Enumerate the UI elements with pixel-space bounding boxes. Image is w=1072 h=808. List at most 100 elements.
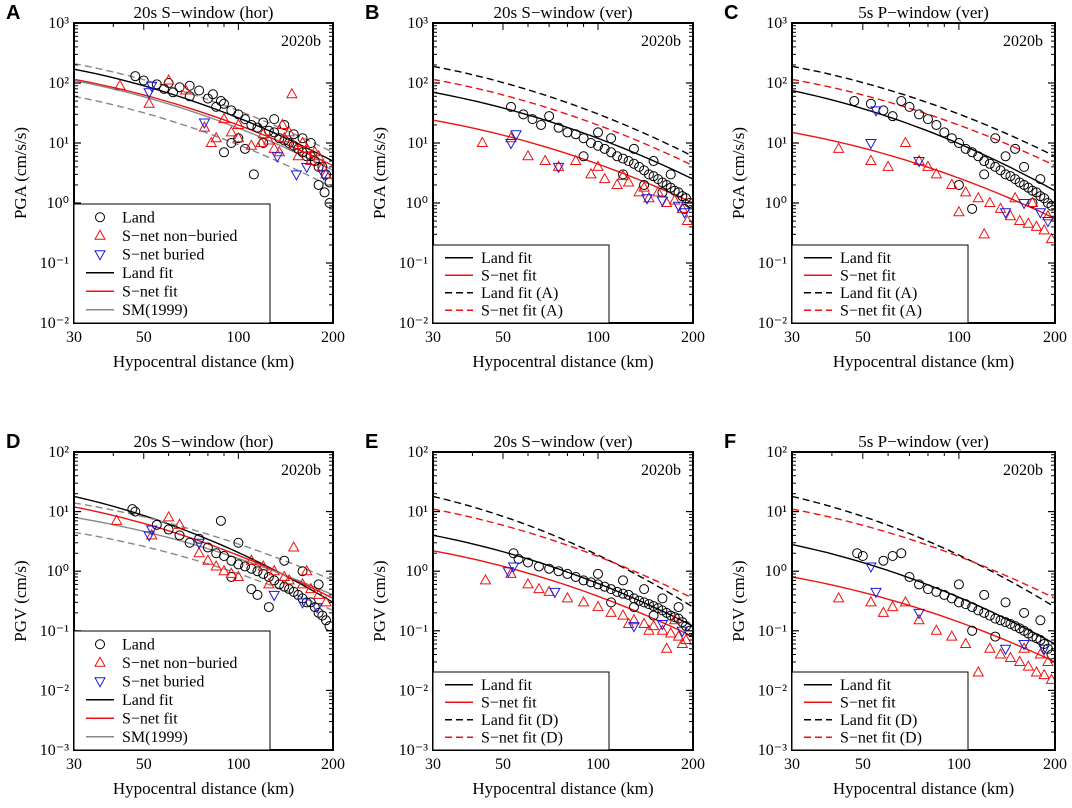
point-snet-nonburied — [930, 167, 943, 179]
x-tick-label: 50 — [136, 756, 152, 773]
point-snet-nonburied — [255, 136, 267, 147]
point-land — [865, 98, 876, 109]
point-land — [184, 537, 195, 548]
y-axis-label: PGV (cm/s) — [370, 560, 389, 641]
legend-entry: S−net fit — [481, 267, 537, 284]
x-tick-label: 100 — [586, 329, 610, 346]
point-land — [984, 610, 995, 621]
point-land — [673, 613, 684, 624]
legend-entry: S−net fit — [840, 267, 896, 284]
point-land — [849, 96, 860, 107]
point-land — [979, 169, 990, 180]
point-snet-nonburied — [972, 191, 985, 203]
point-snet-nonburied — [1018, 642, 1030, 653]
panel-title: 5s P−window (ver) — [858, 432, 988, 451]
y-tick-label: 10⁻³ — [758, 742, 787, 759]
panel-title: 20s S−window (ver) — [494, 432, 633, 451]
point-land — [518, 109, 529, 120]
point-snet-nonburied — [617, 609, 629, 620]
point-land — [297, 566, 308, 577]
point-land — [578, 575, 589, 586]
y-tick-label: 10⁰ — [406, 563, 428, 580]
fit-line-land-fit-a- — [433, 65, 693, 157]
panel-title: 20s S−window (ver) — [494, 3, 633, 22]
point-land — [984, 158, 995, 169]
fit-line-s-net-fit — [433, 119, 693, 204]
legend-symbol-snet-nonburied — [94, 656, 106, 667]
point-snet-nonburied — [552, 160, 565, 171]
point-snet-nonburied — [300, 142, 313, 153]
y-tick-label: 10⁻³ — [399, 742, 428, 759]
point-snet-nonburied — [605, 606, 617, 617]
y-tick-label: 10⁰ — [765, 563, 787, 580]
point-land — [648, 156, 659, 167]
panel-annotation: 2020b — [1003, 462, 1043, 479]
point-snet-nonburied — [312, 149, 325, 161]
y-axis-label: PGV (cm/s) — [729, 560, 748, 641]
legend-symbol-land — [95, 639, 105, 650]
point-snet-nonburied — [162, 73, 175, 85]
fit-line-land-fit-d- — [792, 495, 1055, 608]
point-land — [1010, 621, 1021, 632]
x-tick-label: 100 — [226, 756, 250, 773]
point-land — [138, 75, 149, 86]
point-land — [657, 593, 668, 604]
point-snet-nonburied — [320, 167, 332, 179]
panel-label: E — [365, 431, 378, 453]
point-land — [967, 203, 978, 214]
point-snet-nonburied — [245, 139, 258, 150]
point-snet-buried — [145, 525, 158, 537]
point-land — [639, 584, 650, 595]
point-snet-nonburied — [296, 577, 309, 589]
y-axis-label: PGA (cm/s/s) — [729, 127, 748, 219]
point-land — [914, 109, 925, 120]
point-land — [628, 602, 639, 613]
point-snet-buried — [193, 538, 205, 550]
point-land — [246, 584, 257, 595]
point-snet-nonburied — [278, 131, 291, 143]
point-land — [887, 111, 898, 122]
legend-entry: S−net fit — [122, 283, 178, 300]
point-land — [263, 571, 274, 582]
legend-entry: S−net fit — [840, 694, 896, 711]
x-tick-label: 30 — [425, 329, 441, 346]
panel-label: D — [6, 431, 20, 453]
point-land — [279, 581, 290, 592]
point-snet-nonburied — [832, 591, 845, 603]
point-land — [887, 550, 898, 561]
point-snet-nonburied — [283, 573, 295, 585]
legend-entry: Land fit — [122, 692, 174, 709]
point-snet-nonburied — [886, 600, 899, 612]
point-land — [274, 133, 285, 144]
point-land — [684, 198, 693, 208]
point-land — [130, 506, 141, 517]
point-land — [313, 179, 324, 190]
panel-e: E 20s S−window (ver) 10⁻³ 10⁻² 10⁻¹ 10⁰ 10¹ 10²… — [365, 431, 705, 798]
point-land — [606, 584, 617, 595]
point-land — [258, 138, 269, 148]
point-land — [320, 615, 331, 626]
point-snet-nonburied — [959, 637, 972, 649]
point-snet-nonburied — [647, 619, 660, 631]
point-land — [202, 542, 213, 553]
point-land — [553, 566, 564, 577]
point-land — [665, 169, 676, 180]
point-snet-nonburied — [1026, 196, 1039, 207]
point-land — [643, 169, 654, 180]
point-snet-nonburied — [145, 528, 158, 540]
point-snet-nonburied — [257, 559, 270, 571]
point-snet-buried — [317, 170, 330, 181]
point-snet-nonburied — [1045, 232, 1055, 244]
point-snet-nonburied — [533, 582, 545, 594]
point-land — [215, 96, 226, 107]
point-land — [218, 550, 229, 561]
point-snet-nonburied — [1030, 665, 1043, 677]
point-snet-nonburied — [652, 185, 664, 197]
point-land — [562, 127, 573, 138]
point-land — [914, 579, 925, 590]
x-tick-label: 100 — [947, 329, 971, 346]
scatter-points — [832, 96, 1055, 244]
y-tick-label: 10⁰ — [406, 195, 428, 212]
point-snet-buried — [507, 562, 520, 574]
legend-entry: Land — [122, 636, 155, 653]
